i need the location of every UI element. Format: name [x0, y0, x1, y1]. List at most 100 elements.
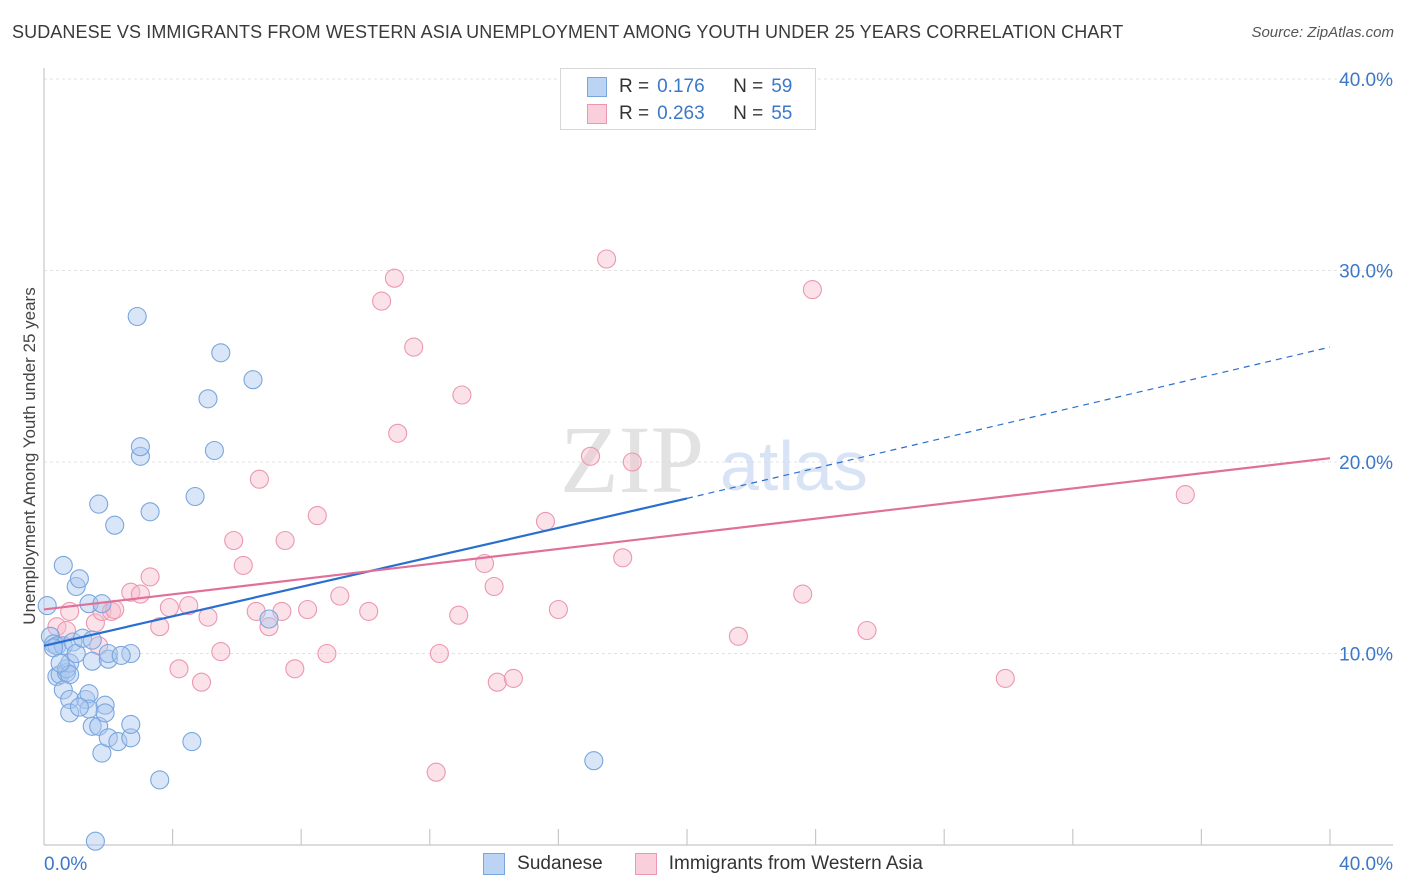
data-point-western-asia — [249, 469, 269, 489]
data-point-western-asia — [388, 423, 408, 443]
data-point-sudanese — [69, 697, 89, 717]
series-legend: Sudanese Immigrants from Western Asia — [0, 850, 1406, 878]
data-point-sudanese — [140, 502, 160, 522]
data-point-sudanese — [60, 703, 80, 723]
y-tick-label: 10.0% — [1339, 645, 1393, 666]
data-point-sudanese — [130, 446, 150, 466]
data-point-western-asia — [487, 672, 507, 692]
data-point-western-asia — [233, 555, 253, 575]
legend-swatch-blue — [483, 853, 506, 875]
r-value-sudanese: 0.176 — [657, 76, 705, 97]
data-point-western-asia — [580, 446, 601, 466]
data-point-western-asia — [211, 642, 231, 662]
data-point-western-asia — [857, 620, 877, 641]
data-point-sudanese — [85, 831, 105, 851]
data-point-western-asia — [484, 576, 504, 597]
data-point-sudanese — [130, 437, 150, 457]
data-point-western-asia — [298, 599, 318, 620]
data-point-sudanese — [60, 653, 80, 673]
y-tick-label: 40.0% — [1339, 70, 1393, 91]
watermark-atlas: atlas — [720, 427, 868, 505]
trendline-western-asia — [43, 457, 1331, 611]
data-point-sudanese — [584, 751, 604, 771]
legend-row-western-asia: R = 0.263 N = 55 — [587, 100, 792, 128]
data-point-sudanese — [95, 695, 115, 715]
data-point-sudanese — [185, 486, 205, 507]
data-point-sudanese — [111, 645, 131, 665]
data-point-sudanese — [108, 732, 128, 752]
data-point-western-asia — [169, 659, 189, 679]
data-point-western-asia — [359, 601, 379, 621]
data-point-sudanese — [79, 684, 99, 704]
data-point-western-asia — [426, 762, 446, 782]
data-point-western-asia — [404, 337, 424, 357]
data-point-sudanese — [121, 714, 141, 734]
data-point-sudanese — [53, 680, 73, 700]
data-point-western-asia — [802, 280, 822, 300]
data-point-sudanese — [69, 569, 89, 589]
data-point-western-asia — [384, 268, 404, 288]
data-point-sudanese — [243, 370, 263, 390]
data-point-sudanese — [89, 494, 109, 514]
data-point-western-asia — [622, 452, 642, 472]
data-point-western-asia — [429, 643, 449, 664]
data-point-sudanese — [82, 651, 102, 671]
x-tick-label: 0.0% — [44, 854, 87, 875]
legend-item-western-asia[interactable]: Immigrants from Western Asia — [634, 853, 923, 875]
trend-lines — [43, 346, 1331, 647]
y-tick-label: 20.0% — [1339, 453, 1393, 474]
r-label: R = — [619, 76, 650, 97]
data-point-sudanese — [211, 343, 231, 363]
data-point-sudanese — [82, 716, 102, 736]
data-point-sudanese — [105, 515, 125, 535]
legend-swatch-blue — [587, 77, 607, 97]
series-sudanese-points — [37, 306, 604, 851]
data-point-western-asia — [150, 617, 170, 637]
source-label: Source: ZipAtlas.com — [1251, 24, 1394, 41]
data-point-sudanese — [182, 732, 202, 752]
data-point-western-asia — [613, 548, 633, 568]
trendline-sudanese-projection — [686, 346, 1331, 499]
data-point-western-asia — [1175, 485, 1195, 505]
data-point-western-asia — [995, 668, 1015, 688]
axes — [43, 68, 1393, 846]
chart-title: SUDANESE VS IMMIGRANTS FROM WESTERN ASIA… — [12, 22, 1124, 42]
data-point-western-asia — [372, 291, 392, 311]
data-point-western-asia — [317, 643, 337, 664]
gridlines — [44, 78, 1392, 654]
data-point-sudanese — [60, 689, 80, 710]
tick-labels: 10.0% 20.0% 30.0% 40.0% 0.0% 40.0% — [44, 70, 1393, 875]
y-tick-label: 30.0% — [1339, 262, 1393, 283]
data-point-western-asia — [597, 249, 617, 269]
data-point-sudanese — [150, 770, 170, 790]
data-point-western-asia — [121, 582, 141, 602]
data-point-western-asia — [728, 626, 748, 646]
legend-item-sudanese[interactable]: Sudanese — [483, 853, 603, 875]
data-point-sudanese — [95, 703, 115, 723]
n-label: N = — [733, 103, 764, 124]
data-point-sudanese — [121, 728, 141, 748]
series-western-asia-points — [47, 249, 1195, 782]
legend-swatch-pink — [634, 853, 657, 875]
data-point-western-asia — [548, 599, 568, 620]
data-point-western-asia — [452, 385, 472, 405]
n-label: N = — [733, 76, 764, 97]
data-point-western-asia — [307, 506, 327, 526]
legend-label-western-asia: Immigrants from Western Asia — [668, 853, 923, 874]
legend-label-sudanese: Sudanese — [517, 853, 603, 874]
data-point-western-asia — [179, 596, 199, 616]
data-point-western-asia — [449, 605, 469, 625]
data-point-sudanese — [66, 576, 86, 597]
data-point-western-asia — [259, 617, 279, 637]
data-point-sudanese — [198, 389, 218, 409]
data-point-sudanese — [98, 649, 118, 669]
data-point-sudanese — [37, 596, 57, 616]
r-value-western-asia: 0.263 — [657, 103, 705, 124]
n-value-sudanese: 59 — [771, 76, 793, 97]
data-point-western-asia — [140, 567, 160, 587]
data-point-sudanese — [53, 555, 73, 575]
data-point-sudanese — [121, 643, 141, 664]
n-value-western-asia: 55 — [771, 103, 793, 124]
data-point-sudanese — [204, 440, 224, 461]
